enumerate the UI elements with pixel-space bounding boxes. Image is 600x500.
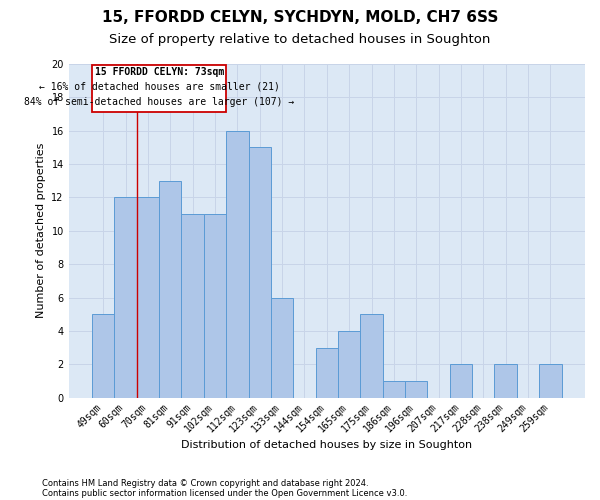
Bar	[137, 198, 159, 398]
Bar	[115, 198, 137, 398]
Text: Contains HM Land Registry data © Crown copyright and database right 2024.: Contains HM Land Registry data © Crown c…	[42, 478, 368, 488]
Bar	[316, 348, 338, 398]
Text: Contains public sector information licensed under the Open Government Licence v3: Contains public sector information licen…	[42, 488, 407, 498]
Bar	[159, 181, 181, 398]
Bar	[539, 364, 562, 398]
Bar	[405, 381, 427, 398]
Bar	[248, 148, 271, 398]
Bar	[226, 130, 248, 398]
Text: Size of property relative to detached houses in Soughton: Size of property relative to detached ho…	[109, 32, 491, 46]
Text: 84% of semi-detached houses are larger (107) →: 84% of semi-detached houses are larger (…	[24, 96, 294, 106]
X-axis label: Distribution of detached houses by size in Soughton: Distribution of detached houses by size …	[181, 440, 472, 450]
Bar	[271, 298, 293, 398]
Bar	[92, 314, 115, 398]
Bar	[204, 214, 226, 398]
Bar	[450, 364, 472, 398]
Bar	[383, 381, 405, 398]
Text: 15, FFORDD CELYN, SYCHDYN, MOLD, CH7 6SS: 15, FFORDD CELYN, SYCHDYN, MOLD, CH7 6SS	[102, 10, 498, 25]
Bar	[361, 314, 383, 398]
Text: 15 FFORDD CELYN: 73sqm: 15 FFORDD CELYN: 73sqm	[95, 66, 224, 76]
Text: ← 16% of detached houses are smaller (21): ← 16% of detached houses are smaller (21…	[38, 82, 280, 92]
Bar	[181, 214, 204, 398]
Y-axis label: Number of detached properties: Number of detached properties	[36, 143, 46, 318]
Bar	[338, 331, 361, 398]
Bar	[494, 364, 517, 398]
FancyBboxPatch shape	[92, 65, 226, 112]
